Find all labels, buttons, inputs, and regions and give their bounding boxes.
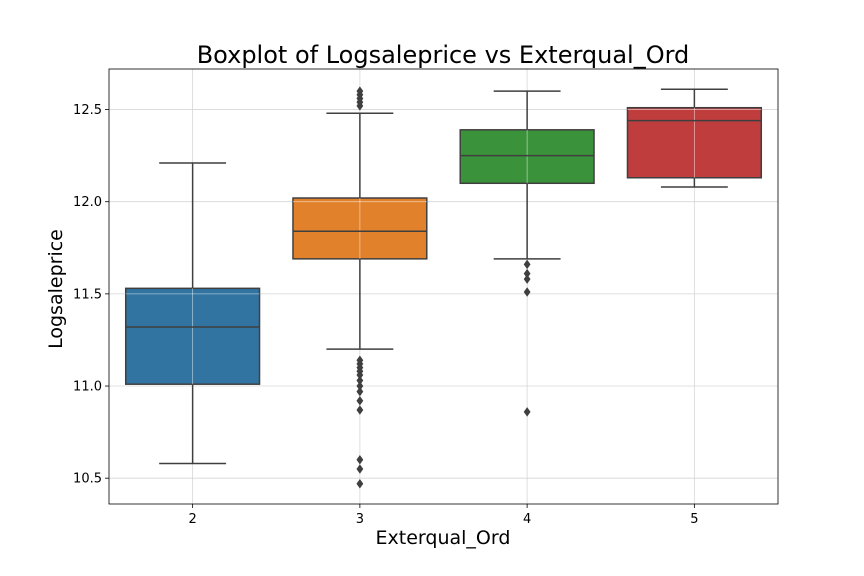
plot-frame bbox=[108, 68, 779, 505]
outlier-point bbox=[356, 396, 364, 406]
outlier-point bbox=[356, 464, 364, 474]
x-tick-label: 4 bbox=[523, 512, 531, 527]
y-tick-label: 10.5 bbox=[73, 472, 102, 487]
outlier-point bbox=[356, 478, 364, 489]
boxes bbox=[124, 86, 763, 489]
outlier-point bbox=[356, 405, 364, 415]
outlier-point bbox=[523, 274, 531, 284]
box-group-3 bbox=[292, 86, 428, 489]
x-tick-label: 3 bbox=[356, 512, 364, 527]
box-group-5 bbox=[626, 88, 763, 188]
outlier-point bbox=[356, 355, 364, 365]
outlier-point bbox=[356, 86, 364, 96]
outlier-point bbox=[523, 259, 531, 270]
outlier-point bbox=[356, 381, 364, 391]
x-tick-label: 2 bbox=[188, 512, 196, 527]
y-tick-label: 11.5 bbox=[73, 287, 102, 302]
chart-title: Boxplot of Logsaleprice vs Exterqual_Ord bbox=[197, 41, 690, 69]
outlier-point bbox=[523, 268, 531, 279]
x-axis-label: Exterqual_Ord bbox=[376, 527, 511, 549]
outlier-point bbox=[356, 375, 364, 386]
y-tick-label: 12.5 bbox=[73, 103, 102, 118]
y-tick-label: 11.0 bbox=[73, 380, 102, 395]
axes: 10.5 11.0 11.5 12.0 12.5 2 3 4 5 bbox=[73, 68, 779, 527]
outlier-point bbox=[356, 386, 364, 397]
box-group-2 bbox=[124, 162, 261, 465]
outlier-point bbox=[356, 455, 364, 465]
y-axis-label: Logsaleprice bbox=[45, 229, 67, 349]
outlier-point bbox=[523, 407, 531, 417]
y-tick-label: 12.0 bbox=[73, 195, 102, 210]
x-tick-label: 5 bbox=[690, 512, 698, 527]
outlier-point bbox=[523, 287, 531, 297]
box-group-4 bbox=[459, 90, 595, 417]
